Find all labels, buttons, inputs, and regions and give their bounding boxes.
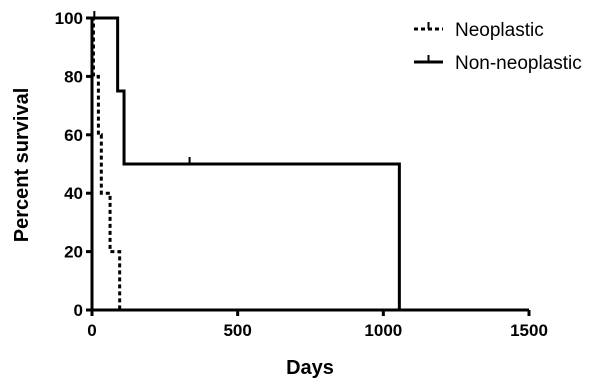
x-tick-label: 500: [223, 321, 251, 340]
series-line-1: [91, 16, 122, 310]
y-tick-label: 0: [74, 301, 83, 320]
x-axis-title: Days: [286, 357, 334, 379]
legend-label-1: Neoplastic: [455, 20, 544, 41]
x-tick-label: 0: [87, 321, 96, 340]
y-axis-title: Percent survival: [11, 88, 33, 243]
series-line-2: [92, 16, 401, 310]
y-tick-label: 20: [64, 243, 83, 262]
y-tick-label: 100: [55, 9, 83, 28]
x-tick-label: 1000: [364, 321, 402, 340]
legend-label-2: Non-neoplastic: [455, 53, 582, 74]
legend: Neoplastic Non-neoplastic: [414, 20, 582, 74]
y-axis-ticks: 0 20 40 60 80 100: [55, 9, 92, 320]
y-tick-label: 80: [64, 67, 83, 86]
x-tick-label: 1500: [510, 321, 548, 340]
y-tick-label: 40: [64, 184, 83, 203]
series-layer: [91, 11, 401, 310]
y-tick-label: 60: [64, 126, 83, 145]
x-axis-ticks: 0 500 1000 1500: [87, 310, 548, 340]
